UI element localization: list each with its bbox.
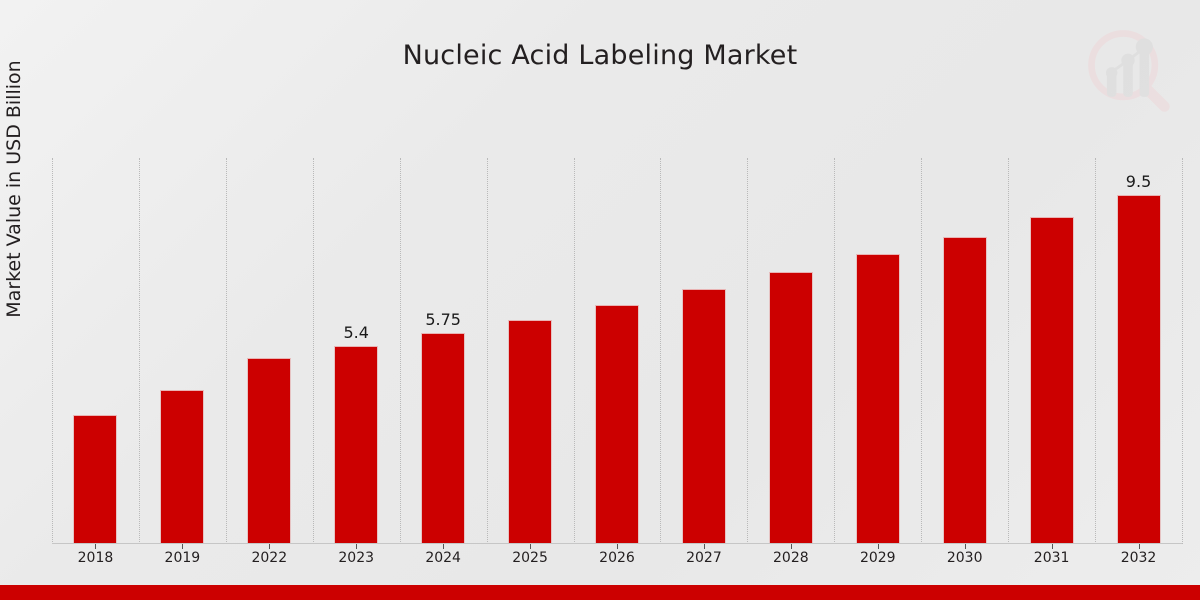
gridline <box>225 158 227 544</box>
x-tick-label-2019: 2019 <box>164 550 201 566</box>
plot-area: 5.4 5.75 9.5 <box>52 158 1183 544</box>
footer-bar <box>0 585 1200 600</box>
gridline <box>52 158 53 544</box>
x-tick-mark <box>790 544 792 549</box>
x-tick-label-2022: 2022 <box>251 550 288 566</box>
x-tick-mark <box>356 544 358 549</box>
gridline <box>399 158 401 544</box>
bar-column[interactable]: 5.75 <box>421 158 466 544</box>
gridline <box>138 158 140 544</box>
x-tick-label-2026: 2026 <box>599 550 635 566</box>
x-tick-label-2018: 2018 <box>77 550 114 566</box>
y-axis-title: Market Value in USD Billion <box>3 60 25 318</box>
gridline <box>834 158 836 544</box>
x-tick-mark <box>182 544 184 549</box>
x-tick-label-2027: 2027 <box>686 550 722 566</box>
x-tick-label-2028: 2028 <box>773 550 809 566</box>
x-tick-mark <box>1051 544 1053 549</box>
bar-column[interactable] <box>681 158 726 544</box>
bar-2019[interactable] <box>160 389 205 544</box>
bar-column[interactable]: 9.5 <box>1116 158 1161 544</box>
bar-2029[interactable] <box>855 253 900 544</box>
x-tick-mark <box>964 544 966 549</box>
bar-2030[interactable] <box>942 237 987 544</box>
bar-2027[interactable] <box>681 288 726 544</box>
x-tick-label-2025: 2025 <box>512 550 548 566</box>
bar-2023[interactable] <box>334 345 379 544</box>
bar-column[interactable] <box>73 158 118 544</box>
bar-column[interactable] <box>247 158 292 544</box>
x-tick-mark <box>530 544 532 549</box>
x-tick-mark <box>269 544 271 549</box>
x-tick-label-2031: 2031 <box>1033 550 1070 566</box>
bar-2031[interactable] <box>1029 216 1074 544</box>
bar-column[interactable]: 5.4 <box>334 158 379 544</box>
x-tick-label-2032: 2032 <box>1120 550 1157 566</box>
bar-column[interactable] <box>768 158 813 544</box>
bar-value-label: 9.5 <box>1125 171 1152 191</box>
x-tick-mark <box>1138 544 1140 549</box>
bar-value-label: 5.4 <box>343 322 369 342</box>
bar-2022[interactable] <box>247 358 292 544</box>
x-tick-label-2029: 2029 <box>859 550 896 566</box>
gridline <box>1095 158 1097 544</box>
bar-2026[interactable] <box>595 305 639 544</box>
bar-column[interactable] <box>595 158 639 544</box>
gridline <box>1008 158 1010 544</box>
bar-2032[interactable] <box>1116 194 1161 544</box>
bar-2025[interactable] <box>508 319 553 544</box>
bar-column[interactable] <box>160 158 205 544</box>
page-title: Nucleic Acid Labeling Market <box>402 40 798 71</box>
bar-2018[interactable] <box>73 415 118 544</box>
bar-column[interactable] <box>855 158 900 544</box>
gridline <box>486 158 488 544</box>
x-tick-label-2023: 2023 <box>338 550 375 566</box>
x-tick-label-2030: 2030 <box>946 550 983 566</box>
gridline <box>573 158 575 544</box>
x-tick-mark <box>703 544 705 549</box>
bar-column[interactable] <box>1029 158 1074 544</box>
bar-value-label: 5.75 <box>425 309 461 329</box>
x-tick-mark <box>617 544 618 549</box>
bar-column[interactable] <box>942 158 987 544</box>
bar-2028[interactable] <box>768 271 813 544</box>
gridline <box>660 158 662 544</box>
bar-2024[interactable] <box>421 332 466 544</box>
gridline <box>312 158 314 544</box>
x-tick-mark <box>877 544 879 549</box>
gridline <box>747 158 749 544</box>
x-tick-mark <box>95 544 97 549</box>
x-tick-label-2024: 2024 <box>425 550 461 566</box>
gridline <box>1182 158 1183 544</box>
bar-column[interactable] <box>508 158 553 544</box>
gridline <box>921 158 923 544</box>
x-tick-mark <box>443 544 445 549</box>
magnifier-bar-chart-logo <box>1080 22 1176 118</box>
x-axis-line <box>52 543 1182 544</box>
